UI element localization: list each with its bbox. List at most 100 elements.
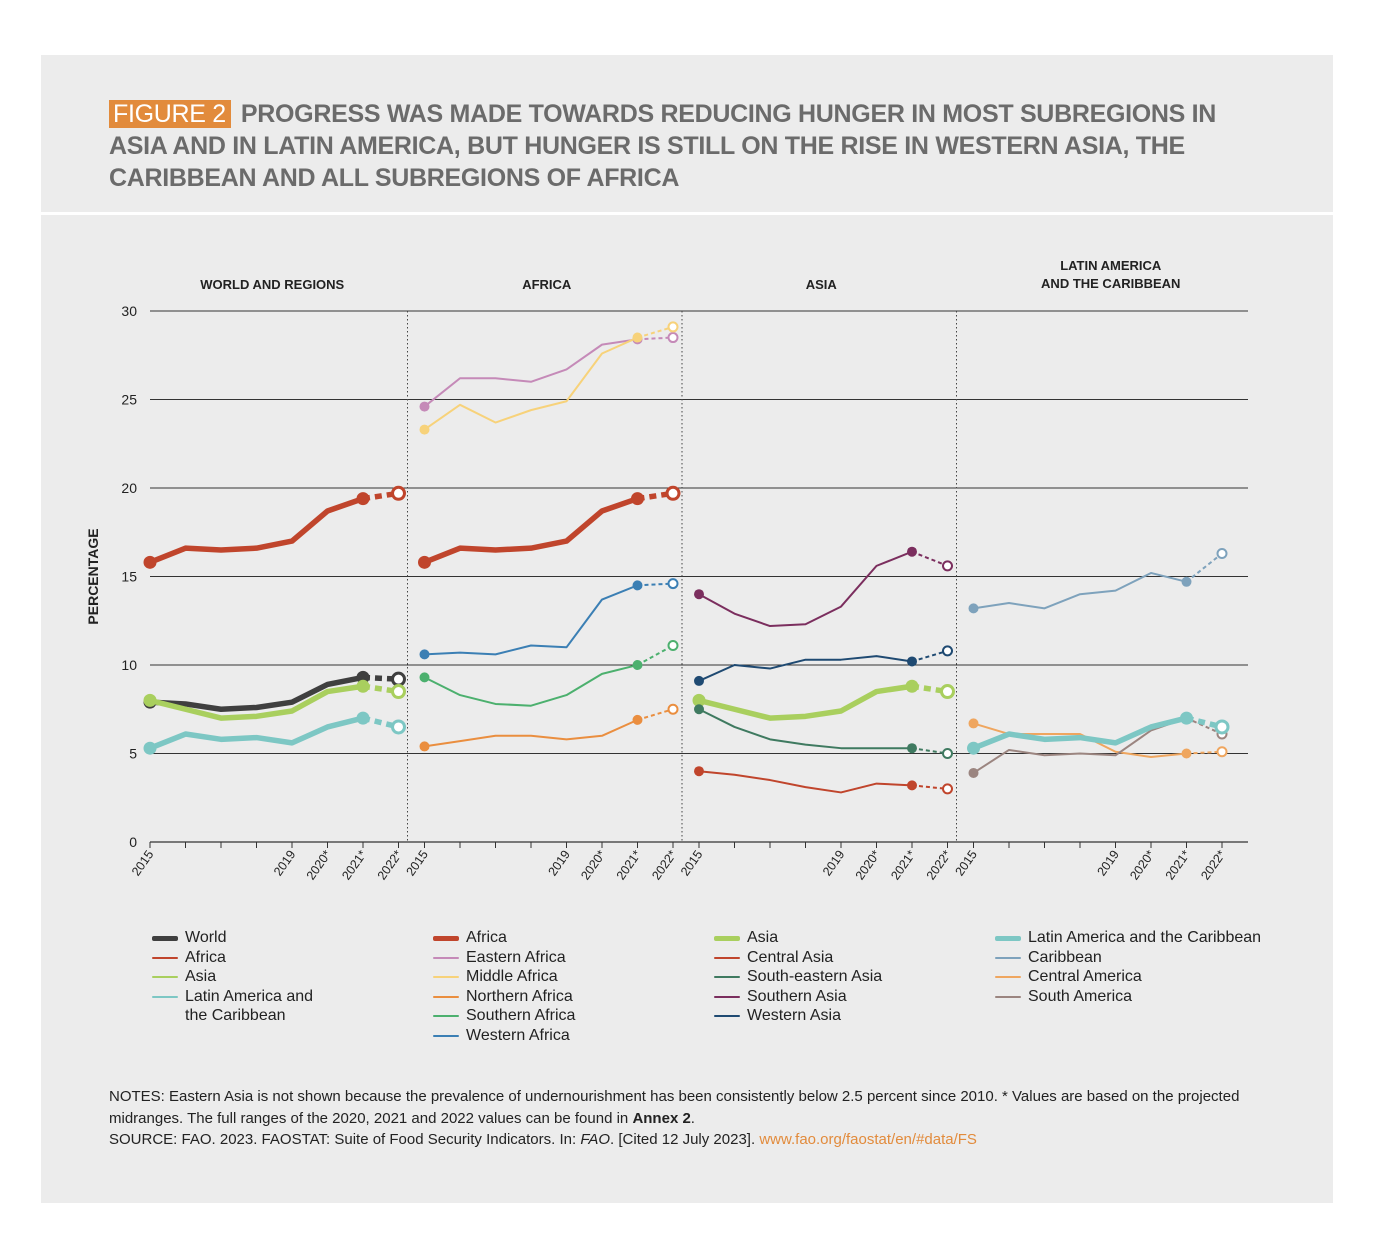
series-middle-africa-africa-marker-2021: [632, 332, 643, 343]
legend-item-central-america: Central America: [995, 967, 1261, 987]
legend-item-asia: Asia: [152, 967, 325, 987]
x-tick-label: 2022*: [1198, 848, 1228, 883]
x-tick-label: 2022*: [375, 848, 405, 883]
series-africa-world: [143, 485, 406, 569]
y-tick-label: 5: [129, 746, 137, 762]
legend-swatch: [714, 1015, 740, 1017]
x-tick-label: 2019: [820, 848, 847, 879]
series-middle-africa-africa-marker-2022: [667, 321, 679, 333]
series-world-world-line: [147, 674, 366, 712]
y-tick-label: 0: [129, 834, 137, 850]
legend-swatch: [995, 956, 1021, 959]
series-south-eastern-asia-asia-marker-2015: [694, 704, 704, 715]
legend-label: Caribbean: [1028, 948, 1102, 966]
y-tick-label: 20: [121, 480, 137, 496]
series-world-world-marker-2022: [391, 671, 406, 687]
legend-item-south-eastern-asia: South-eastern Asia: [714, 967, 882, 987]
legend-item-africa: Africa: [433, 928, 575, 948]
x-tick-label: 2015: [404, 848, 431, 879]
series-southern-asia-asia-line: [698, 550, 913, 628]
series-northern-africa-africa: [419, 703, 679, 752]
series-middle-africa-africa-marker-2015: [419, 424, 430, 435]
series-asia-asia-line: [696, 683, 915, 721]
series-south-eastern-asia-asia-marker-2022: [942, 748, 953, 759]
x-tick-label: 2015: [129, 848, 156, 879]
x-tick-label: 2015: [678, 848, 705, 879]
series-southern-asia-asia-projection: [911, 550, 948, 567]
series-latin-america-and-the-caribbean-latam-marker-2021: [1180, 711, 1193, 725]
series-western-asia-asia-marker-2015: [694, 675, 704, 686]
legend-item-south-america: South America: [995, 987, 1261, 1007]
legend-item-caribbean: Caribbean: [995, 948, 1261, 968]
legend-swatch: [995, 976, 1021, 978]
annex-reference: Annex 2: [632, 1109, 691, 1127]
x-tick-label: 2020*: [1127, 848, 1157, 883]
legend-label: Southern Asia: [747, 987, 847, 1005]
series-northern-africa-africa-projection: [637, 708, 674, 721]
series-southern-africa-africa: [419, 640, 679, 707]
series-western-asia-asia: [694, 645, 953, 686]
series-eastern-africa-africa-marker-2022: [667, 332, 679, 344]
legend-swatch: [433, 1034, 459, 1037]
series-south-eastern-asia-asia-marker-2021: [907, 743, 917, 754]
legend-label: Latin America and the Caribbean: [185, 987, 314, 1025]
series-western-africa-africa-line: [423, 584, 639, 656]
series-africa-africa-line: [421, 495, 641, 566]
series-northern-africa-africa-marker-2022: [667, 703, 679, 715]
series-south-eastern-asia-asia-line: [698, 708, 913, 750]
series-asia-asia-marker-2022: [940, 684, 955, 700]
series-central-asia-asia-line: [698, 770, 913, 794]
series-northern-africa-africa-line: [423, 718, 639, 748]
series-africa-africa-marker-2021: [631, 492, 644, 506]
legend-label: World: [185, 929, 227, 946]
legend-swatch: [152, 956, 178, 959]
series-latin-america-and-the-caribbean-latam-marker-2015: [967, 741, 980, 755]
series-western-asia-asia-projection: [911, 649, 948, 663]
series-southern-africa-africa-line: [423, 664, 639, 707]
series-asia-asia-marker-2021: [905, 679, 919, 693]
x-tick-label: 2022*: [649, 848, 679, 883]
legend-item-africa: Africa: [152, 948, 325, 968]
legend-swatch: [433, 1015, 459, 1017]
series-western-africa-africa-projection: [637, 582, 674, 587]
legend-swatch: [152, 995, 178, 998]
legend-label: Eastern Africa: [466, 948, 566, 966]
series-south-america-latam-marker-2015: [968, 767, 979, 778]
source-text: SOURCE: FAO. 2023. FAOSTAT: Suite of Foo…: [109, 1131, 581, 1148]
panel-title-africa: AFRICA: [522, 277, 572, 292]
y-tick-label: 15: [121, 569, 137, 585]
series-western-asia-asia-marker-2021: [907, 656, 917, 667]
legend-item-central-asia: Central Asia: [714, 948, 882, 968]
legend-swatch: [433, 976, 459, 978]
legend-item-asia: Asia: [714, 928, 882, 948]
legend-label: Western Africa: [466, 1026, 570, 1044]
y-axis-label: PERCENTAGE: [85, 528, 101, 624]
series-western-africa-africa: [419, 578, 679, 660]
x-tick-label: 2021*: [1163, 848, 1193, 883]
series-africa-africa-marker-2022: [665, 485, 681, 501]
notes: NOTES: Eastern Asia is not shown because…: [109, 1086, 1269, 1151]
panel-title-asia: ASIA: [806, 277, 838, 292]
x-tick-label: 2019: [1095, 848, 1122, 879]
series-asia-world: [143, 679, 406, 721]
legend-swatch: [714, 956, 740, 959]
series-caribbean-latam-marker-2021: [1181, 576, 1192, 587]
legend-column: Latin America and the Caribbean Caribbean…: [995, 928, 1261, 1006]
y-tick-label: 30: [121, 303, 137, 319]
series-south-america-latam-line: [972, 717, 1188, 774]
legend-swatch: [714, 935, 740, 941]
header-divider: [41, 212, 1333, 215]
series-central-asia-asia-marker-2022: [942, 783, 953, 795]
x-tick-label: 2020*: [853, 848, 883, 883]
legend-label: South-eastern Asia: [747, 968, 883, 985]
series-central-america-latam-projection: [1186, 750, 1223, 755]
source-link[interactable]: www.fao.org/faostat/en/#data/FS: [759, 1131, 977, 1148]
legend-swatch: [433, 995, 459, 998]
series-latin-america-and-the-caribbean-latam-marker-2022: [1214, 719, 1230, 735]
series-caribbean-latam-marker-2022: [1216, 547, 1228, 559]
series-western-asia-asia-line: [698, 655, 913, 682]
series-western-africa-africa-marker-2022: [667, 578, 679, 590]
legend-label: Western Asia: [747, 1007, 841, 1024]
series-latin-america-and-the-caribbean-world: [143, 711, 406, 755]
